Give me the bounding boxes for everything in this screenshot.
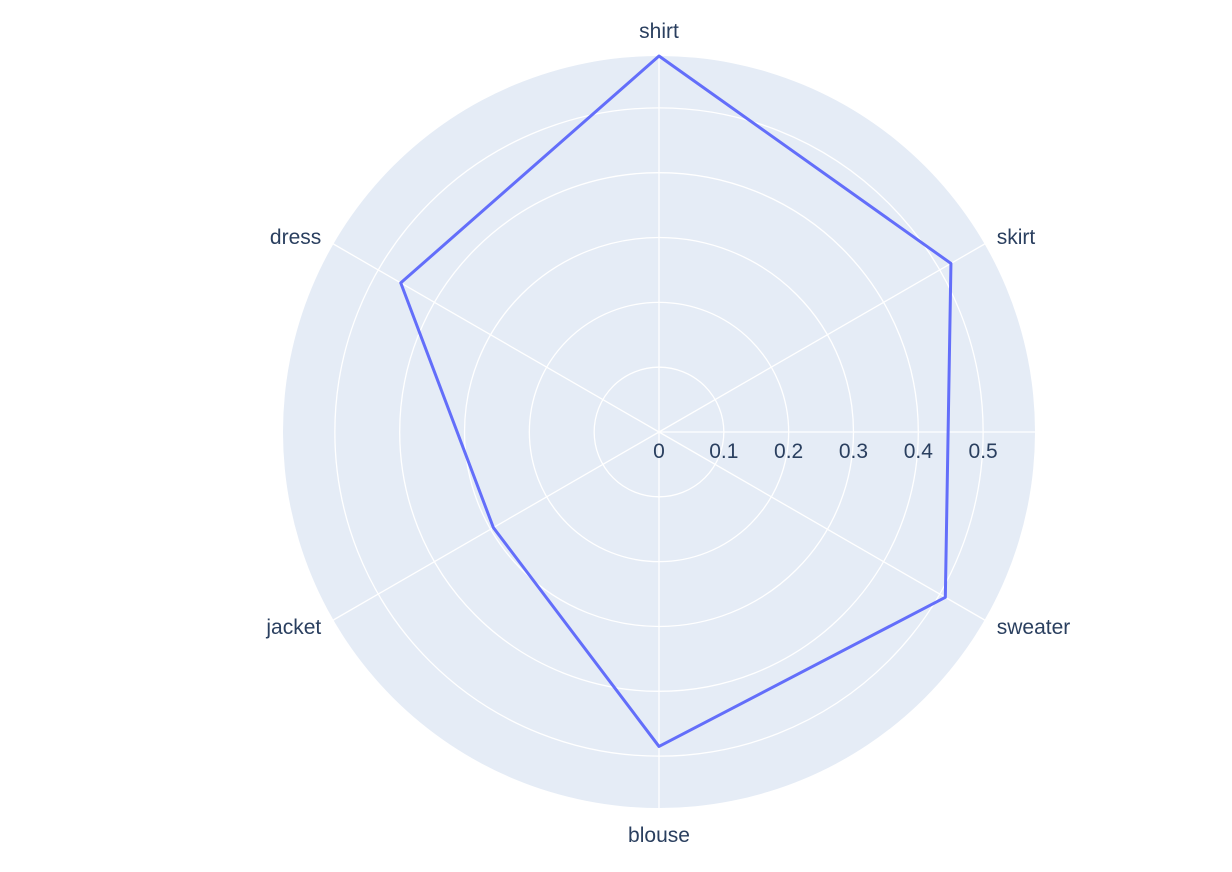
- category-label-skirt: skirt: [997, 226, 1036, 249]
- angular-grid-line-skirt: [658, 243, 985, 433]
- series-layer: [399, 54, 953, 748]
- radial-tick-label: 0.5: [969, 440, 998, 463]
- category-label-jacket: jacket: [265, 616, 321, 639]
- category-label-sweater: sweater: [997, 616, 1071, 639]
- radial-tick-label: 0.3: [839, 440, 868, 463]
- radial-tick-label: 0: [653, 440, 665, 463]
- radial-tick-label: 0.1: [709, 440, 738, 463]
- series-line-0: [399, 54, 953, 748]
- category-label-blouse: blouse: [628, 824, 690, 847]
- category-label-layer: shirt skirt sweater blouse jacket dress: [265, 20, 1070, 847]
- category-label-dress: dress: [270, 226, 321, 249]
- category-label-shirt: shirt: [639, 20, 679, 43]
- radial-tick-layer: 0 0.1 0.2 0.3 0.4 0.5: [653, 440, 998, 463]
- radial-tick-label: 0.2: [774, 440, 803, 463]
- angular-grid-line-dress: [333, 243, 660, 433]
- angular-grid-line-jacket: [333, 431, 660, 621]
- angular-grid-line-sweater: [658, 431, 985, 621]
- radial-tick-label: 0.4: [904, 440, 934, 463]
- angular-axis-layer: [333, 56, 1035, 808]
